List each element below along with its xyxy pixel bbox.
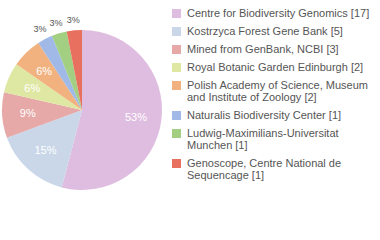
- data-label: 15%: [34, 144, 56, 156]
- legend-label-line: and Institute of Zoology [2]: [187, 91, 317, 103]
- legend-swatch: [172, 129, 181, 138]
- legend-label-line: Polish Academy of Science, Museum: [187, 79, 368, 91]
- legend-swatch: [172, 81, 181, 90]
- legend-label-line: Sequencage [1]: [187, 169, 264, 181]
- legend-label-line: Mined from GenBank, NCBI [3]: [187, 43, 339, 55]
- data-label: 53%: [125, 111, 147, 123]
- data-label: 3%: [33, 24, 46, 34]
- legend-swatch: [172, 27, 181, 36]
- legend-label: Royal Botanic Garden Edinburgh [2]: [187, 61, 363, 73]
- legend-label-line: Kostrzyca Forest Gene Bank [5]: [187, 25, 343, 37]
- pie: [2, 30, 162, 190]
- legend-swatch: [172, 63, 181, 72]
- legend-label: Polish Academy of Science, Museumand Ins…: [187, 79, 368, 103]
- legend-label-line: Royal Botanic Garden Edinburgh [2]: [187, 61, 363, 73]
- legend-label: Centre for Biodiversity Genomics [17]: [187, 7, 369, 19]
- legend-label: Mined from GenBank, NCBI [3]: [187, 43, 339, 55]
- data-labels: 53% 15% 9% 6% 6% 3% 3% 3%: [20, 15, 147, 157]
- legend-label: Kostrzyca Forest Gene Bank [5]: [187, 25, 343, 37]
- legend-swatch: [172, 9, 181, 18]
- pie-slice: [67, 30, 82, 110]
- legend-label-line: Ludwig-Maximilians-Universitat: [187, 127, 339, 139]
- legend-label-line: Centre for Biodiversity Genomics [17]: [187, 7, 369, 19]
- chart: 53% 15% 9% 6% 6% 3% 3% 3% Centre for Biodiversit…: [0, 0, 380, 240]
- legend-swatch: [172, 111, 181, 120]
- legend-label: Naturalis Biodiversity Center [1]: [187, 109, 341, 121]
- legend-label-line: Munchen [1]: [187, 139, 248, 151]
- legend-label-line: Genoscope, Centre National de: [187, 157, 341, 169]
- legend-label: Genoscope, Centre National deSequencage …: [187, 157, 341, 181]
- data-label: 6%: [36, 65, 52, 77]
- legend-label-line: Naturalis Biodiversity Center [1]: [187, 109, 341, 121]
- legend-swatch: [172, 159, 181, 168]
- data-label: 9%: [20, 107, 36, 119]
- data-label: 3%: [67, 15, 80, 25]
- legend-swatch: [172, 45, 181, 54]
- data-label: 6%: [24, 82, 40, 94]
- legend-label: Ludwig-Maximilians-UniversitatMunchen [1…: [187, 127, 339, 151]
- legend: Centre for Biodiversity Genomics [17] Kos…: [172, 7, 369, 181]
- data-label: 3%: [50, 18, 63, 28]
